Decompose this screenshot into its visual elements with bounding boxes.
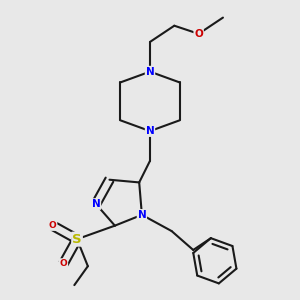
Text: S: S: [72, 233, 82, 246]
Text: N: N: [146, 126, 154, 136]
Text: N: N: [146, 67, 154, 76]
Text: O: O: [60, 259, 68, 268]
Text: O: O: [49, 221, 57, 230]
Text: O: O: [194, 29, 203, 39]
Text: N: N: [92, 199, 100, 209]
Text: N: N: [137, 210, 146, 220]
